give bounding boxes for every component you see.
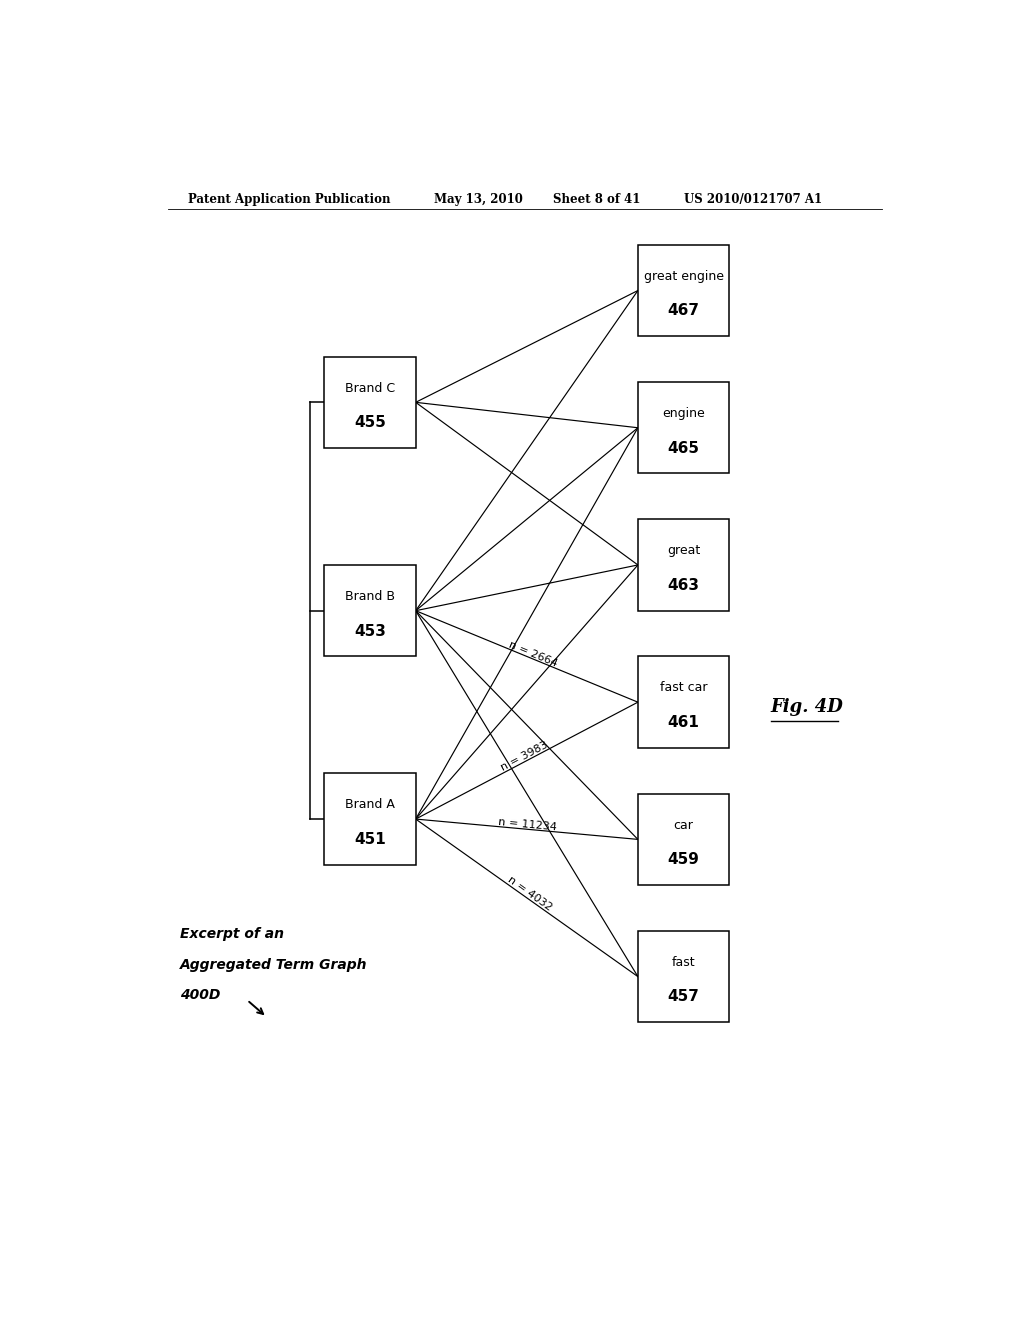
Text: great: great <box>667 544 700 557</box>
Text: Excerpt of an: Excerpt of an <box>179 927 284 941</box>
Text: 463: 463 <box>668 578 699 593</box>
Text: 457: 457 <box>668 990 699 1005</box>
Text: Brand C: Brand C <box>345 381 395 395</box>
Bar <box>638 931 729 1022</box>
Text: 453: 453 <box>354 623 386 639</box>
Text: Aggregated Term Graph: Aggregated Term Graph <box>179 957 367 972</box>
Text: n = 11234: n = 11234 <box>498 817 557 832</box>
Text: 461: 461 <box>668 715 699 730</box>
Text: US 2010/0121707 A1: US 2010/0121707 A1 <box>684 193 821 206</box>
Text: Fig. 4D: Fig. 4D <box>771 698 844 717</box>
Bar <box>325 565 416 656</box>
Text: great engine: great engine <box>643 269 724 282</box>
Text: 400D: 400D <box>179 987 220 1002</box>
Bar <box>325 774 416 865</box>
Bar <box>638 381 729 474</box>
Bar <box>638 656 729 748</box>
Text: Sheet 8 of 41: Sheet 8 of 41 <box>553 193 640 206</box>
Text: Brand A: Brand A <box>345 799 395 812</box>
Text: fast: fast <box>672 956 695 969</box>
Text: 467: 467 <box>668 304 699 318</box>
Text: car: car <box>674 818 693 832</box>
Bar <box>638 519 729 611</box>
Text: n = 2664: n = 2664 <box>507 639 559 668</box>
Text: 465: 465 <box>668 441 699 455</box>
Text: engine: engine <box>663 407 705 420</box>
Bar <box>325 356 416 447</box>
Text: fast car: fast car <box>659 681 708 694</box>
Text: Patent Application Publication: Patent Application Publication <box>187 193 390 206</box>
Text: May 13, 2010: May 13, 2010 <box>433 193 522 206</box>
Bar <box>638 244 729 337</box>
Text: Brand B: Brand B <box>345 590 395 603</box>
Bar <box>638 793 729 886</box>
Text: 451: 451 <box>354 832 386 847</box>
Text: 455: 455 <box>354 416 386 430</box>
Text: n = 4032: n = 4032 <box>506 875 554 913</box>
Text: n = 3983: n = 3983 <box>500 739 550 772</box>
Text: 459: 459 <box>668 853 699 867</box>
